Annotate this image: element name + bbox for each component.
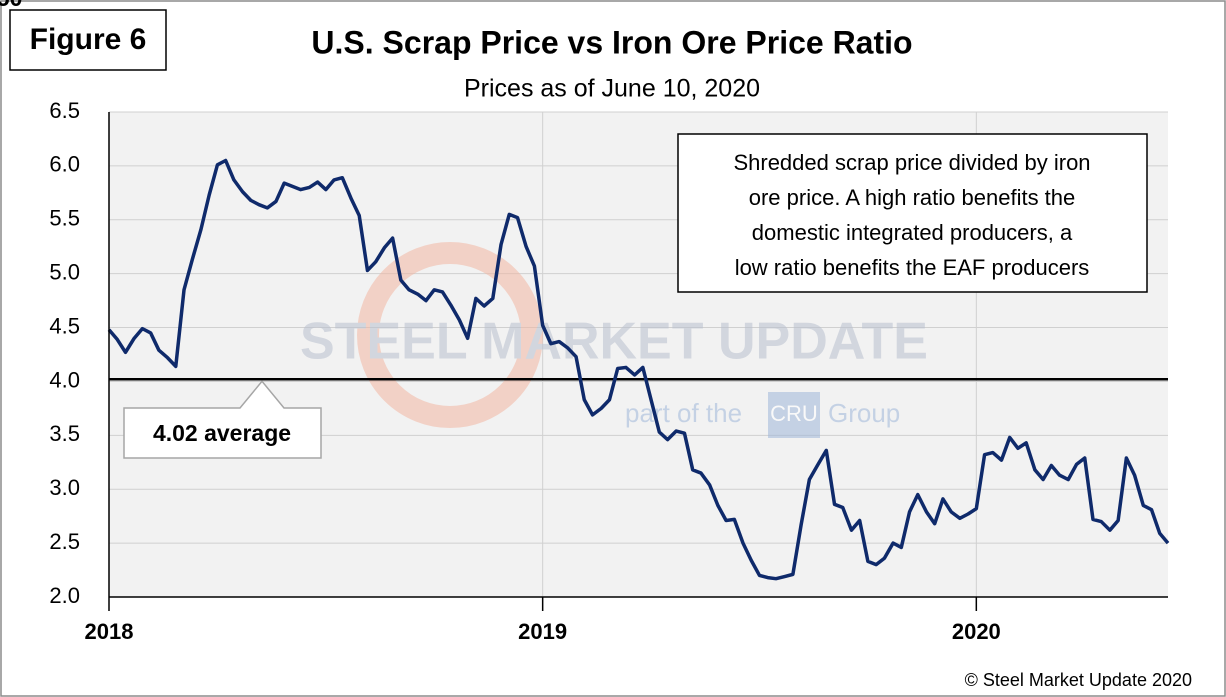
annotation: Shredded scrap price divided by iron ore … <box>733 150 1090 280</box>
x-tick-label: 2019 <box>518 619 567 644</box>
annotation-line: domestic integrated producers, a <box>752 220 1073 245</box>
watermark: STEEL MARKET UPDATE part of the CRU Grou… <box>300 242 928 438</box>
figure-label: Figure 6 <box>30 23 147 56</box>
chart-title: U.S. Scrap Price vs Iron Ore Price Ratio <box>311 24 912 60</box>
x-tick-label: 2018 <box>85 619 134 644</box>
y-tick-label: 2.5 <box>49 529 80 554</box>
y-tick-label: 6.5 <box>49 98 80 123</box>
y-tick-label: 3.5 <box>49 421 80 446</box>
annotation-line: ore price. A high ratio benefits the <box>749 185 1076 210</box>
y-tick-label: 5.0 <box>49 259 80 284</box>
annotation-line: low ratio benefits the EAF producers <box>735 255 1090 280</box>
watermark-tag: Group <box>828 398 900 428</box>
chart-subtitle: Prices as of June 10, 2020 <box>464 75 760 103</box>
x-tick-label: 2020 <box>952 619 1001 644</box>
average-callout <box>123 380 322 459</box>
y-tick-label: 3.0 <box>49 475 80 500</box>
y-tick-label: 4.5 <box>49 313 80 338</box>
annotation-box <box>677 133 1148 293</box>
copyright: © Steel Market Update 2020 <box>965 670 1192 690</box>
value-label: 2.50 <box>0 0 22 11</box>
y-tick-label: 6.0 <box>49 152 80 177</box>
y-tick-label: 5.5 <box>49 206 80 231</box>
watermark-logo: CRU <box>770 401 818 426</box>
watermark-tag: part of the <box>625 398 742 428</box>
y-tick-label: 2.0 <box>49 583 80 608</box>
figure-label-box <box>9 9 167 71</box>
watermark-brand: STEEL MARKET UPDATE <box>300 313 928 371</box>
series-line <box>107 158 1170 581</box>
y-tick-label: 4.0 <box>49 367 80 392</box>
watermark-logo-box <box>768 392 820 438</box>
plot: 4.02 average 2.50 <box>0 0 1170 581</box>
watermark-ring <box>357 242 543 428</box>
annotation-line: Shredded scrap price divided by iron <box>733 150 1090 175</box>
average-label: 4.02 average <box>153 420 291 446</box>
